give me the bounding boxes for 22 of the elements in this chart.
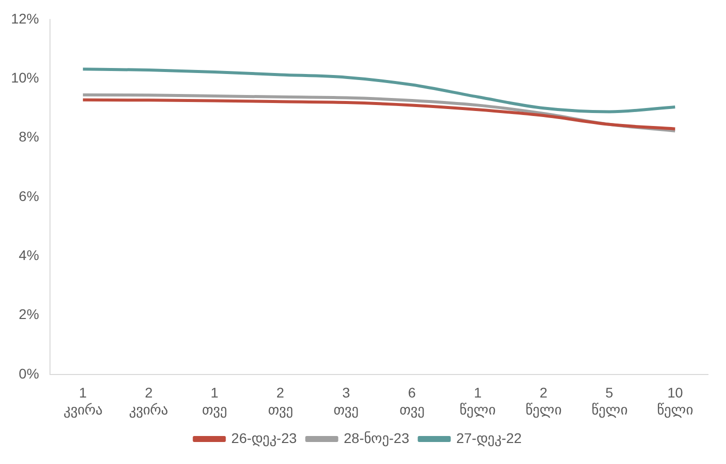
legend-label: 27-დეკ-22 (456, 430, 522, 447)
x-tick-label: 2 კვირა (129, 384, 168, 418)
x-tick-label: 6 თვე (399, 384, 424, 418)
legend-label: 26-დეკ-23 (231, 430, 297, 447)
x-tick-label: 3 თვე (334, 384, 359, 418)
x-tick-label: 1 წელი (460, 384, 496, 418)
x-tick-label: 1 თვე (202, 384, 228, 418)
line-series (81, 68, 677, 114)
y-tick-label: 6% (18, 188, 40, 204)
y-tick-label: 4% (18, 246, 40, 263)
x-tick-label: 1 კვირა (63, 384, 102, 418)
line-series (81, 98, 677, 130)
y-tick-label: 8% (18, 128, 40, 145)
x-tick-label: 2 თვე (268, 384, 293, 418)
legend-label: 28-ნოე-23 (344, 430, 410, 447)
y-tick-label: 12% (10, 10, 40, 26)
y-tick-label: 10% (10, 69, 40, 86)
y-tick-label: 0% (18, 365, 40, 382)
x-tick-label: 5 წელი (591, 384, 628, 418)
y-tick-label: 2% (18, 306, 40, 322)
x-tick-label: 2 წელი (526, 384, 562, 418)
x-tick-label: 10 წელი (657, 384, 694, 418)
